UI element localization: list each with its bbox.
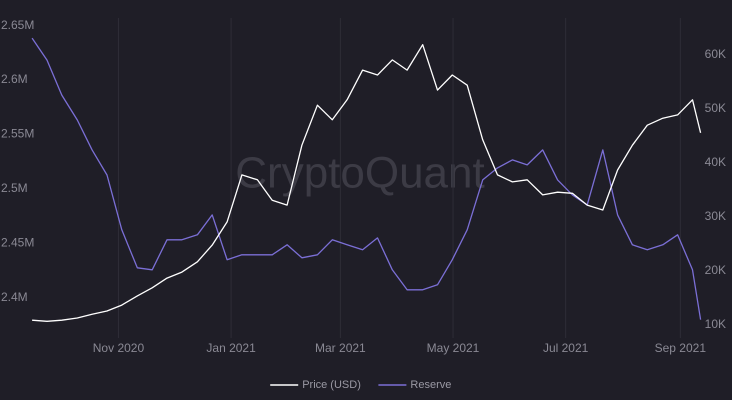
y2-tick-label: 30K bbox=[705, 209, 726, 223]
y-tick-label: 2.6M bbox=[1, 72, 28, 86]
y-tick-label: 2.65M bbox=[1, 18, 34, 32]
y-tick-label: 2.45M bbox=[1, 235, 34, 249]
x-tick-label: Jan 2021 bbox=[206, 341, 256, 355]
series-line bbox=[32, 44, 702, 322]
legend-label: Reserve bbox=[410, 379, 451, 391]
y2-tick-label: 20K bbox=[705, 263, 726, 277]
y-tick-label: 2.55M bbox=[1, 127, 34, 141]
series-line bbox=[31, 37, 702, 320]
x-tick-label: May 2021 bbox=[427, 341, 480, 355]
y-tick-label: 2.4M bbox=[1, 290, 28, 304]
y2-tick-label: 40K bbox=[705, 155, 726, 169]
y2-tick-label: 60K bbox=[705, 47, 726, 61]
y2-tick-label: 10K bbox=[705, 317, 726, 331]
legend-label: Price (USD) bbox=[302, 379, 361, 391]
x-tick-label: Jul 2021 bbox=[543, 341, 589, 355]
x-tick-label: Mar 2021 bbox=[315, 341, 366, 355]
y2-tick-label: 50K bbox=[705, 101, 726, 115]
watermark: CryptoQuant bbox=[235, 149, 484, 198]
x-tick-label: Nov 2020 bbox=[93, 341, 145, 355]
x-tick-label: Sep 2021 bbox=[655, 341, 707, 355]
y-tick-label: 2.5M bbox=[1, 181, 28, 195]
